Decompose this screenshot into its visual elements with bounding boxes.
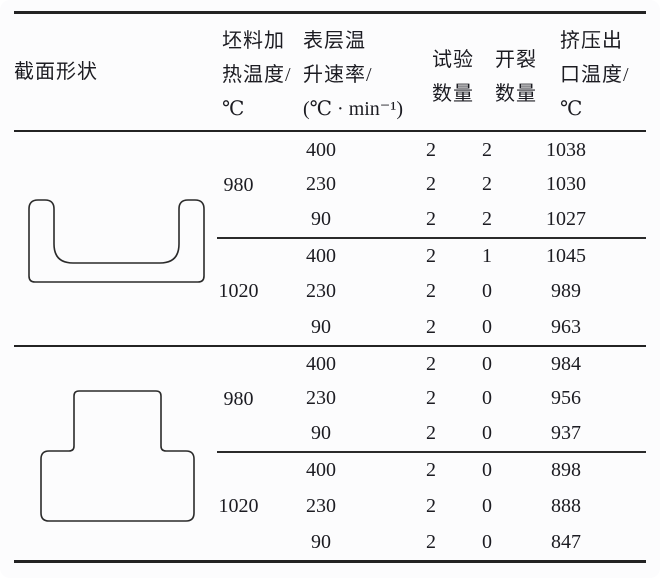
cell-exit-temp: 937 bbox=[551, 422, 581, 445]
cell-rate: 90 bbox=[311, 530, 331, 553]
cell-exit-temp: 847 bbox=[551, 530, 581, 553]
bottom-rule bbox=[14, 560, 646, 563]
header-test-count: 试验 数量 bbox=[432, 43, 474, 111]
cell-rate: 400 bbox=[306, 352, 336, 375]
cell-cracks: 0 bbox=[482, 494, 492, 517]
cell-rate: 400 bbox=[306, 459, 336, 482]
cell-exit-temp: 989 bbox=[551, 280, 581, 303]
header-line: 数量 bbox=[495, 83, 537, 105]
top-rule bbox=[14, 11, 646, 14]
cell-heating-temp: 980 bbox=[223, 387, 254, 410]
cell-tests: 2 bbox=[426, 315, 436, 338]
temp-group-1020: 1020 400 2 1 1045 230 2 0 989 90 2 0 963 bbox=[217, 239, 646, 345]
cell-rate: 230 bbox=[306, 494, 336, 517]
header-line: 口温度/ bbox=[560, 64, 630, 86]
header-heating-temp: 坯料加 热温度/ ℃ bbox=[222, 24, 292, 126]
cell-exit-temp: 984 bbox=[551, 352, 581, 375]
cell-cracks: 0 bbox=[482, 459, 492, 482]
cell-tests: 2 bbox=[426, 530, 436, 553]
cell-tests: 2 bbox=[426, 173, 436, 196]
cell-cracks: 0 bbox=[482, 315, 492, 338]
cell-exit-temp: 1038 bbox=[546, 138, 586, 161]
cell-exit-temp: 898 bbox=[551, 459, 581, 482]
u-channel-cross-section-icon bbox=[28, 199, 205, 283]
cell-cracks: 2 bbox=[482, 173, 492, 196]
cell-tests: 2 bbox=[426, 422, 436, 445]
cell-heating-temp: 980 bbox=[223, 173, 254, 196]
cell-heating-temp: 1020 bbox=[218, 495, 259, 517]
cell-cracks: 0 bbox=[482, 422, 492, 445]
header-line: 挤压出 bbox=[560, 30, 623, 52]
section-divider-rule bbox=[14, 345, 646, 347]
cell-exit-temp: 956 bbox=[551, 387, 581, 410]
header-line: 试验 bbox=[432, 49, 474, 71]
cell-tests: 2 bbox=[426, 494, 436, 517]
cell-cracks: 0 bbox=[482, 387, 492, 410]
temp-group-980: 980 400 2 2 1038 230 2 2 1030 90 2 2 102… bbox=[217, 133, 646, 239]
cell-cracks: 2 bbox=[482, 138, 492, 161]
cell-rate: 90 bbox=[311, 315, 331, 338]
cell-cracks: 1 bbox=[482, 245, 492, 268]
shape-cell bbox=[14, 347, 217, 560]
section-u-channel: 980 400 2 2 1038 230 2 2 1030 90 2 2 102… bbox=[14, 133, 646, 345]
section-t-shape: 980 400 2 0 984 230 2 0 956 90 2 0 937 1… bbox=[14, 347, 646, 560]
data-area: 980 400 2 0 984 230 2 0 956 90 2 0 937 1… bbox=[217, 347, 646, 560]
cell-exit-temp: 1045 bbox=[546, 245, 586, 268]
shape-cell bbox=[14, 133, 217, 345]
header-line: ℃ bbox=[222, 98, 246, 120]
header-exit-temp: 挤压出 口温度/ ℃ bbox=[560, 24, 630, 126]
header-line: 表层温 bbox=[303, 30, 366, 52]
cell-cracks: 0 bbox=[482, 352, 492, 375]
header-shape-label: 截面形状 bbox=[14, 61, 98, 83]
cell-rate: 90 bbox=[311, 208, 331, 231]
cell-heating-temp: 1020 bbox=[218, 280, 259, 303]
header-line: 热温度/ bbox=[222, 64, 292, 86]
header-line: ℃ bbox=[560, 98, 584, 120]
cell-tests: 2 bbox=[426, 280, 436, 303]
table-header: 截面形状 坯料加 热温度/ ℃ 表层温 升速率/ (℃ · min⁻¹) 试验 … bbox=[14, 12, 646, 130]
cell-rate: 230 bbox=[306, 280, 336, 303]
cell-cracks: 0 bbox=[482, 530, 492, 553]
header-shape: 截面形状 bbox=[14, 55, 98, 89]
cell-tests: 2 bbox=[426, 459, 436, 482]
data-area: 980 400 2 2 1038 230 2 2 1030 90 2 2 102… bbox=[217, 133, 646, 345]
header-rate: 表层温 升速率/ (℃ · min⁻¹) bbox=[303, 24, 403, 126]
header-rate-unit: (℃ · min⁻¹) bbox=[303, 98, 404, 120]
cell-tests: 2 bbox=[426, 138, 436, 161]
temp-group-980: 980 400 2 0 984 230 2 0 956 90 2 0 937 bbox=[217, 347, 646, 453]
header-line: 开裂 bbox=[495, 49, 537, 71]
header-line: 数量 bbox=[432, 83, 474, 105]
cell-tests: 2 bbox=[426, 352, 436, 375]
header-rule bbox=[14, 130, 646, 132]
cell-tests: 2 bbox=[426, 245, 436, 268]
cell-exit-temp: 1027 bbox=[546, 208, 586, 231]
cell-rate: 90 bbox=[311, 422, 331, 445]
cell-rate: 230 bbox=[306, 387, 336, 410]
cell-tests: 2 bbox=[426, 387, 436, 410]
cell-cracks: 0 bbox=[482, 280, 492, 303]
cell-rate: 400 bbox=[306, 138, 336, 161]
header-line: 升速率/ bbox=[303, 64, 373, 86]
cell-exit-temp: 963 bbox=[551, 315, 581, 338]
cell-cracks: 2 bbox=[482, 208, 492, 231]
header-line: 坯料加 bbox=[222, 30, 285, 52]
cell-rate: 400 bbox=[306, 245, 336, 268]
cell-rate: 230 bbox=[306, 173, 336, 196]
t-shape-cross-section-icon bbox=[40, 390, 195, 522]
header-crack-count: 开裂 数量 bbox=[495, 43, 537, 111]
cell-tests: 2 bbox=[426, 208, 436, 231]
cell-exit-temp: 888 bbox=[551, 494, 581, 517]
cell-exit-temp: 1030 bbox=[546, 173, 586, 196]
temp-group-1020: 1020 400 2 0 898 230 2 0 888 90 2 0 847 bbox=[217, 453, 646, 560]
